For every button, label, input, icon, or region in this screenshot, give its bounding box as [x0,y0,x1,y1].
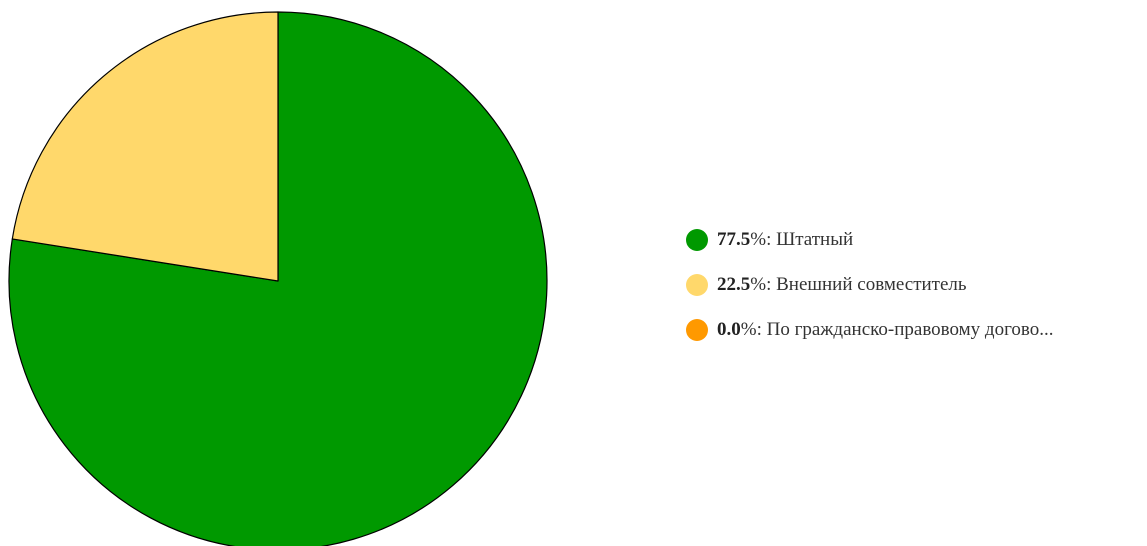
legend-text-0: 77.5%: Штатный [717,229,853,251]
legend-swatch-2 [686,319,708,341]
legend-suffix-2: %: [740,319,767,340]
legend-value-1: 22.5 [717,274,751,295]
legend-label-0: Штатный [776,229,854,250]
legend-label-2: По гражданско-правовому догово... [766,319,1054,340]
legend-item-0[interactable]: 77.5%: Штатный [686,228,1146,252]
legend-value-2: 0.0 [717,319,741,340]
legend-item-1[interactable]: 22.5%: Внешний совместитель [686,273,1146,297]
pie-plot-area [8,11,548,546]
legend-swatch-1 [686,274,708,296]
pie-slice-0[interactable] [8,11,548,546]
legend-label-1: Внешний совместитель [776,274,967,295]
legend-value-0: 77.5 [717,229,751,250]
legend-suffix-0: %: [750,229,777,250]
legend: 77.5%: Штатный 22.5%: Внешний совместите… [686,228,1146,363]
pie-slice-1[interactable] [11,11,279,282]
legend-text-2: 0.0%: По гражданско-правовому догово... [717,319,1054,341]
legend-swatch-0 [686,229,708,251]
legend-text-1: 22.5%: Внешний совместитель [717,274,967,296]
legend-item-2[interactable]: 0.0%: По гражданско-правовому догово... [686,318,1146,342]
legend-suffix-1: %: [750,274,777,295]
